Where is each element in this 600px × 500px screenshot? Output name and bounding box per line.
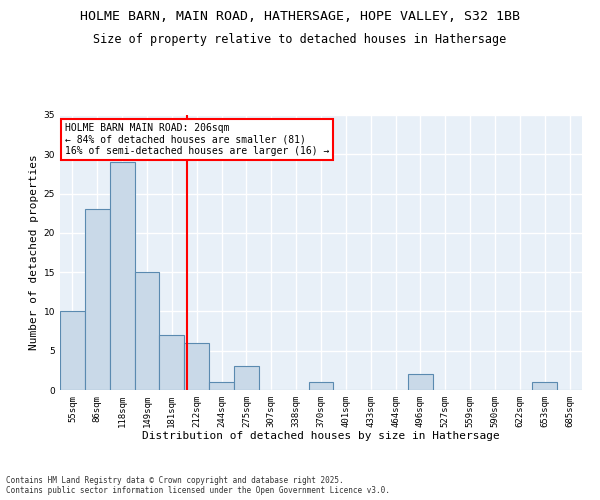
Bar [184, 343, 209, 390]
Bar [408, 374, 433, 390]
Y-axis label: Number of detached properties: Number of detached properties [29, 154, 40, 350]
Bar [209, 382, 234, 390]
Text: HOLME BARN MAIN ROAD: 206sqm
← 84% of detached houses are smaller (81)
16% of se: HOLME BARN MAIN ROAD: 206sqm ← 84% of de… [65, 123, 329, 156]
Text: Size of property relative to detached houses in Hathersage: Size of property relative to detached ho… [94, 32, 506, 46]
Bar [134, 272, 160, 390]
Bar [110, 162, 134, 390]
Text: Contains HM Land Registry data © Crown copyright and database right 2025.
Contai: Contains HM Land Registry data © Crown c… [6, 476, 390, 495]
Text: HOLME BARN, MAIN ROAD, HATHERSAGE, HOPE VALLEY, S32 1BB: HOLME BARN, MAIN ROAD, HATHERSAGE, HOPE … [80, 10, 520, 23]
Bar [532, 382, 557, 390]
Bar [85, 210, 110, 390]
Bar [160, 335, 184, 390]
Bar [308, 382, 334, 390]
Bar [60, 312, 85, 390]
Bar [234, 366, 259, 390]
X-axis label: Distribution of detached houses by size in Hathersage: Distribution of detached houses by size … [142, 432, 500, 442]
